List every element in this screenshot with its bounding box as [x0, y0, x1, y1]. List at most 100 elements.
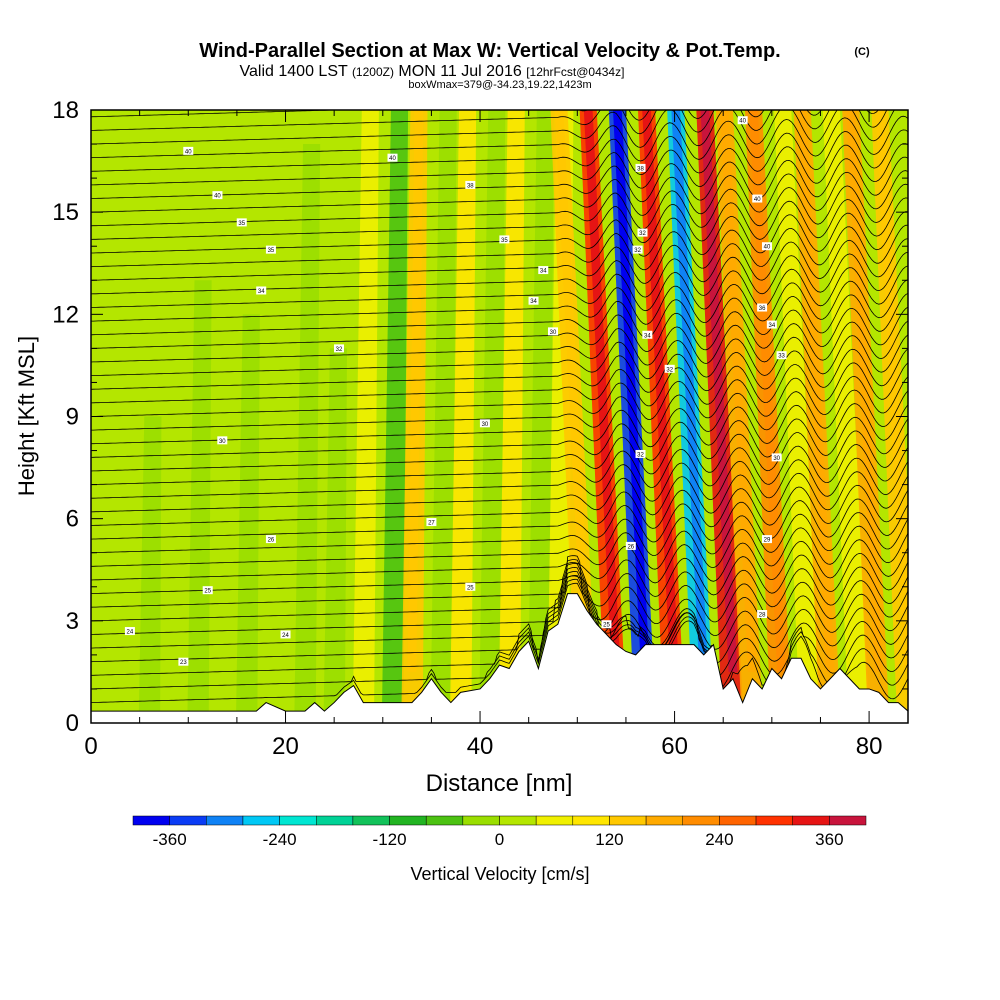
contour-label-text: 34 — [540, 269, 547, 275]
colorbar-swatch — [572, 815, 610, 826]
contour-label-text: 30 — [773, 456, 780, 462]
w-band — [323, 348, 347, 723]
contour-label: 40 — [737, 116, 748, 125]
colorbar-tick-label: -360 — [153, 830, 187, 849]
contour-label: 24 — [124, 627, 135, 636]
contour-label: 40 — [752, 194, 763, 203]
colorbar-swatch — [755, 815, 793, 826]
contour-label-bg — [547, 327, 558, 336]
chart-title: Wind-Parallel Section at Max W: Vertical… — [199, 40, 780, 62]
theta-contour — [91, 320, 908, 366]
contour-label-text: 23 — [180, 660, 187, 666]
contour-label-text: 27 — [428, 521, 435, 527]
contour-label-text: 30 — [550, 330, 557, 336]
contour-label: 32 — [334, 344, 345, 353]
contour-label-text: 25 — [467, 585, 474, 591]
contour-label-bg — [601, 620, 612, 629]
contour-label-text: 36 — [759, 306, 766, 312]
contour-label-text: 38 — [637, 166, 644, 172]
contour-label-text: 34 — [530, 299, 537, 305]
theta-contour — [91, 265, 908, 312]
contour-label-text: 40 — [764, 245, 771, 251]
plot-area: 40 40 35 35 34 32 30 26 25 24 24 23 40 38 35 34 34 30 30 27… — [91, 110, 908, 723]
contour-label: 25 — [601, 620, 612, 629]
copyright-mark: (C) — [854, 46, 870, 58]
theta-contour — [91, 471, 908, 516]
y-tick-label: 12 — [52, 301, 79, 328]
contour-label-text: 30 — [219, 439, 226, 445]
contour-label-text: 35 — [268, 248, 275, 254]
x-axis: 0 20 40 60 80 — [84, 110, 882, 760]
w-band-core — [613, 110, 650, 672]
contour-label: 26 — [625, 541, 636, 550]
contour-label-text: 35 — [501, 238, 508, 244]
contour-label-bg — [465, 582, 476, 591]
contour-label-bg — [776, 351, 787, 360]
theta-contour — [91, 279, 908, 325]
theta-contour — [91, 552, 908, 597]
colorbar-swatch — [169, 815, 207, 826]
contour-label-text: 28 — [759, 613, 766, 619]
colorbar-swatch — [425, 815, 464, 826]
theta-contour — [91, 306, 908, 352]
contour-label-bg — [635, 163, 646, 172]
contour-label-text: 32 — [639, 231, 646, 237]
subtitle-forecast: [12hrFcst@0434z] — [526, 65, 624, 79]
colorbar-swatch — [352, 815, 390, 826]
colorbar: -360 -240 -120 0 120 240 360 — [132, 815, 867, 849]
contour-label-bg — [265, 535, 276, 544]
colorbar-swatch — [499, 815, 537, 826]
theta-contour — [91, 143, 908, 189]
w-band-core — [407, 110, 424, 672]
contour-label-bg — [479, 419, 490, 428]
contour-label: 34 — [528, 296, 539, 305]
contour-label-bg — [124, 627, 135, 636]
w-band-core — [554, 110, 592, 672]
theta-contour — [91, 129, 908, 176]
subtitle-valid: Valid 1400 LST — [240, 63, 348, 80]
y-tick-label: 9 — [66, 404, 79, 431]
contour-label-text: 35 — [238, 221, 245, 227]
contour-label: 32 — [637, 228, 648, 237]
contour-label-bg — [642, 330, 653, 339]
colorbar-tick-label: 360 — [815, 830, 843, 849]
contour-label: 24 — [280, 630, 291, 639]
contour-label-bg — [528, 296, 539, 305]
contour-label-text: 34 — [768, 323, 775, 329]
contour-label-bg — [761, 242, 772, 251]
theta-contour — [91, 348, 908, 393]
subtitle-date: MON 11 Jul 2016 — [398, 63, 521, 80]
contour-label-text: 34 — [258, 289, 265, 295]
contour-label-text: 32 — [637, 452, 644, 458]
contour-label-bg — [217, 436, 228, 445]
contour-label: 40 — [212, 191, 223, 200]
contour-label-bg — [771, 453, 782, 462]
contour-label: 30 — [771, 453, 782, 462]
colorbar-swatch — [389, 815, 427, 826]
contour-label-text: 25 — [603, 623, 610, 629]
theta-contour — [91, 375, 908, 420]
w-band-core — [583, 110, 621, 672]
contour-label-bg — [499, 235, 510, 244]
y-tick-label: 3 — [66, 608, 79, 635]
theta-contour — [91, 484, 908, 529]
x-tick-label: 60 — [661, 733, 688, 760]
x-tick-label: 0 — [84, 733, 97, 760]
colorbar-swatch — [206, 815, 244, 826]
contour-label: 23 — [178, 657, 189, 666]
contour-label: 35 — [236, 218, 247, 227]
contour-label-bg — [664, 364, 675, 373]
contour-label-bg — [387, 153, 398, 162]
colorbar-swatch — [829, 815, 867, 826]
theta-contour — [91, 525, 908, 570]
contour-label-text: 33 — [778, 354, 785, 360]
w-band — [187, 280, 212, 723]
colorbar-swatch — [682, 815, 720, 826]
contour-label: 32 — [632, 245, 643, 254]
contour-label-bg — [538, 266, 549, 275]
contour-label-text: 26 — [268, 538, 275, 544]
colorbar-tick-label: -120 — [373, 830, 407, 849]
terrain — [91, 593, 908, 723]
contour-label-text: 26 — [627, 544, 634, 550]
